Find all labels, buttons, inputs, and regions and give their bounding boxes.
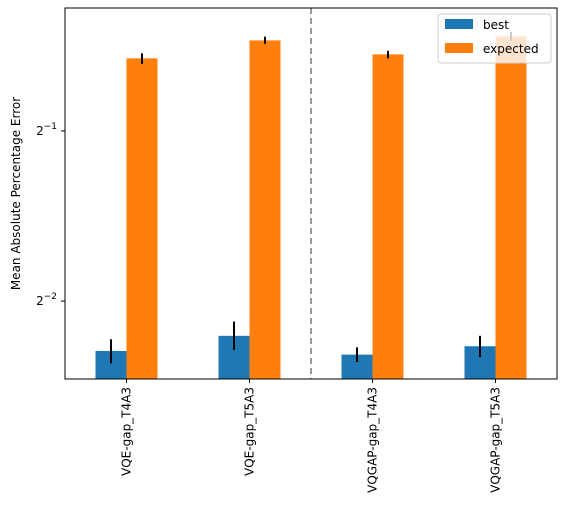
x-ticks-layer: VQE-gap_T4A3 VQE-gap_T5A3 VQGAP-gap_T4A3 VQ… bbox=[120, 379, 503, 493]
legend-label-expected: expected bbox=[483, 42, 539, 56]
legend-swatch-best bbox=[445, 19, 473, 29]
y-axis-label: Mean Absolute Percentage Error bbox=[9, 97, 23, 290]
bars-layer bbox=[95, 36, 527, 380]
y-tick-label: 2−2 bbox=[36, 292, 57, 308]
x-tick-label: VQE-gap_T5A3 bbox=[243, 387, 257, 476]
error-bars-layer bbox=[110, 32, 512, 364]
x-tick-label: VQGAP-gap_T4A3 bbox=[366, 387, 380, 493]
plot-frame bbox=[64, 7, 558, 380]
x-tick-label: VQE-gap_T4A3 bbox=[120, 387, 134, 476]
legend: best expected bbox=[437, 13, 552, 64]
legend-label-best: best bbox=[483, 18, 509, 32]
y-ticks-layer: 2−2 2−1 bbox=[36, 122, 65, 308]
legend-swatch-expected bbox=[445, 43, 473, 53]
bar-expected-VQE-gap_T4A3 bbox=[126, 58, 158, 380]
bar-expected-VQGAP-gap_T5A3 bbox=[495, 36, 527, 379]
y-tick-label: 2−1 bbox=[36, 122, 57, 138]
bar-expected-VQGAP-gap_T4A3 bbox=[372, 54, 404, 379]
x-tick-label: VQGAP-gap_T5A3 bbox=[489, 387, 503, 493]
bar-expected-VQE-gap_T5A3 bbox=[249, 40, 281, 379]
